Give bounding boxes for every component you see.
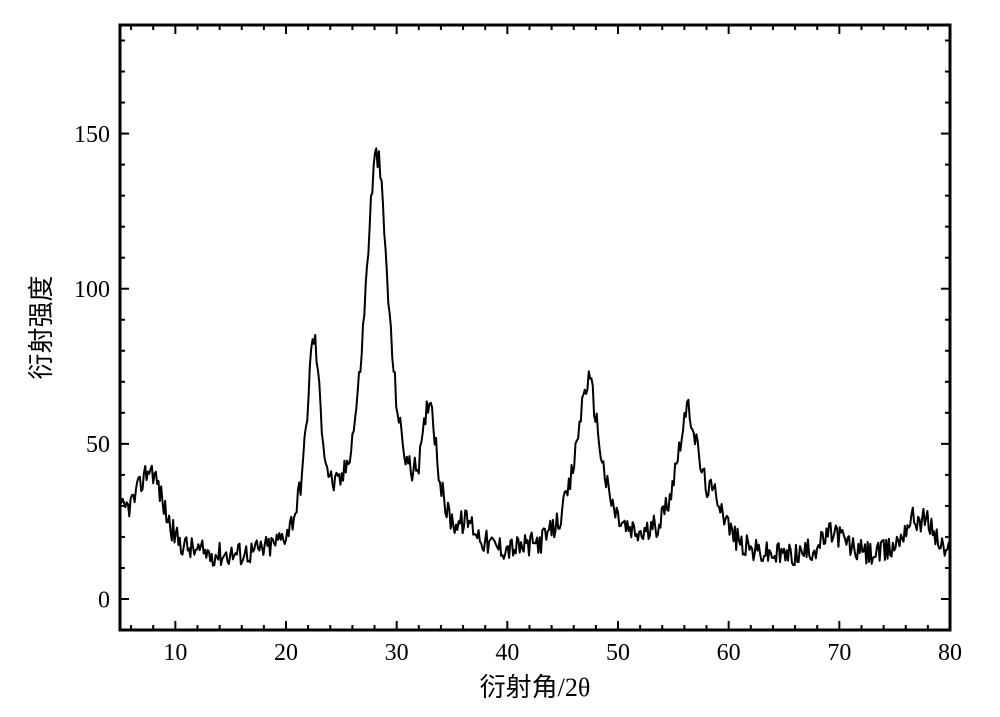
xrd-chart: 10 20 30 40 50 60 70 80 衍射角/2θ 0 50 100 150 衍射强度: [0, 0, 1000, 717]
y-tick-label: 100: [74, 277, 110, 303]
x-tick-label: 10: [163, 640, 187, 666]
x-tick-label: 60: [717, 640, 741, 666]
x-tick-label: 30: [385, 640, 409, 666]
chart-wrapper: 10 20 30 40 50 60 70 80 衍射角/2θ 0 50 100 150 衍射强度: [0, 0, 1000, 717]
y-tick-label: 150: [74, 122, 110, 148]
x-tick-label: 20: [274, 640, 298, 666]
y-tick-label: 0: [98, 587, 110, 613]
x-tick-label: 40: [495, 640, 519, 666]
x-tick-label: 70: [827, 640, 851, 666]
x-axis-title: 衍射角/2θ: [480, 673, 591, 702]
y-axis-title: 衍射强度: [27, 275, 56, 379]
y-tick-label: 50: [86, 432, 110, 458]
x-tick-label: 50: [606, 640, 630, 666]
x-tick-label: 80: [938, 640, 962, 666]
